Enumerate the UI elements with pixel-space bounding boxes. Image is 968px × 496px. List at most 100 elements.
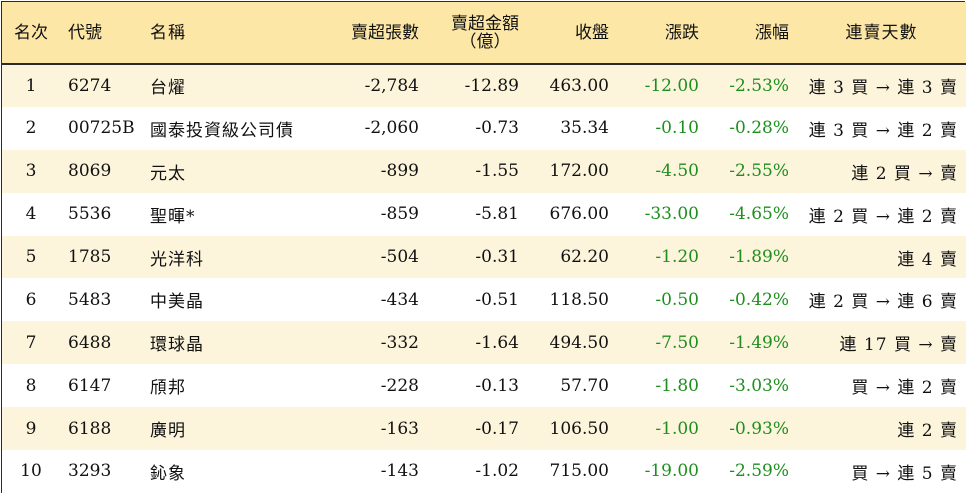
cell-code: 6147 <box>68 375 112 396</box>
cell-net-sell-lots: -228 <box>380 375 419 396</box>
cell-name: 中美晶 <box>150 292 204 313</box>
cell-change: -12.00 <box>644 75 699 96</box>
cell-close: 172.00 <box>549 161 609 182</box>
cell-pct: -1.49% <box>729 332 789 353</box>
table-header-row: 名次 代號 名稱 賣超張數 賣超金額 （億） 收盤 漲跌 漲幅 連賣天數 <box>2 2 966 65</box>
cell-code: 5536 <box>68 204 112 225</box>
header-change: 漲跌 <box>617 2 707 65</box>
header-streak: 連賣天數 <box>797 2 966 65</box>
cell-code: 6274 <box>68 75 112 96</box>
cell-rank: 4 <box>25 204 37 225</box>
cell-net-sell-amount: -5.81 <box>475 204 519 225</box>
header-net-sell-amount: 賣超金額 （億） <box>427 2 527 65</box>
cell-change: -0.10 <box>655 118 699 139</box>
cell-name: 國泰投資級公司債 <box>150 120 294 141</box>
cell-rank: 2 <box>25 118 37 139</box>
cell-net-sell-amount: -0.17 <box>475 418 519 439</box>
cell-rank: 6 <box>25 289 37 310</box>
cell-net-sell-lots: -504 <box>380 247 419 267</box>
cell-close: 118.50 <box>549 289 609 310</box>
cell-pct: -2.53% <box>729 75 789 96</box>
cell-rank: 5 <box>25 247 37 267</box>
table-row: 1 6274 台燿 -2,784 -12.89 463.00 -12.00 -2… <box>2 64 966 107</box>
cell-streak: 連 2 買 → 連 6 賣 <box>808 292 958 313</box>
header-pct: 漲幅 <box>707 2 797 65</box>
cell-streak: 連 3 買 → 連 3 賣 <box>808 78 958 99</box>
cell-net-sell-lots: -2,784 <box>364 75 419 96</box>
cell-net-sell-lots: -434 <box>380 289 419 310</box>
cell-close: 106.50 <box>549 418 609 439</box>
cell-streak: 連 17 買 → 賣 <box>839 335 958 356</box>
cell-rank: 8 <box>25 375 37 396</box>
cell-change: -19.00 <box>644 461 699 482</box>
table-row: 6 5483 中美晶 -434 -0.51 118.50 -0.50 -0.42… <box>2 278 966 322</box>
cell-change: -1.80 <box>655 375 699 396</box>
cell-pct: -1.89% <box>729 247 789 267</box>
cell-net-sell-amount: -12.89 <box>464 75 519 96</box>
cell-change: -1.20 <box>655 247 699 267</box>
cell-name: 廣明 <box>150 421 186 442</box>
cell-code: 8069 <box>68 161 112 182</box>
cell-change: -7.50 <box>655 332 699 353</box>
cell-change: -4.50 <box>655 161 699 182</box>
cell-net-sell-amount: -1.02 <box>475 461 519 482</box>
cell-pct: -2.55% <box>729 161 789 182</box>
cell-code: 6188 <box>68 418 112 439</box>
cell-net-sell-amount: -0.51 <box>475 289 519 310</box>
cell-streak: 連 3 買 → 連 2 賣 <box>808 120 958 141</box>
cell-pct: -2.59% <box>729 461 789 482</box>
cell-net-sell-lots: -163 <box>380 418 419 439</box>
header-net-sell-lots: 賣超張數 <box>317 2 427 65</box>
table-row: 3 8069 元太 -899 -1.55 172.00 -4.50 -2.55%… <box>2 149 966 193</box>
cell-net-sell-lots: -899 <box>380 161 419 182</box>
cell-pct: -0.93% <box>729 418 789 439</box>
cell-change: -0.50 <box>655 289 699 310</box>
cell-rank: 3 <box>25 161 37 182</box>
cell-net-sell-amount: -0.73 <box>475 118 519 139</box>
cell-close: 715.00 <box>549 461 609 482</box>
cell-name: 聖暉* <box>150 206 196 227</box>
cell-close: 62.20 <box>560 247 609 267</box>
header-net-sell-amount-line1: 賣超金額 <box>451 13 519 34</box>
cell-close: 676.00 <box>549 204 609 225</box>
table-row: 4 5536 聖暉* -859 -5.81 676.00 -33.00 -4.6… <box>2 192 966 236</box>
cell-change: -1.00 <box>655 418 699 439</box>
cell-pct: -3.03% <box>729 375 789 396</box>
cell-code: 3293 <box>68 461 112 482</box>
cell-name: 頎邦 <box>150 378 186 399</box>
cell-pct: -0.42% <box>729 289 789 310</box>
cell-rank: 1 <box>25 75 37 96</box>
table-row: 2 00725B 國泰投資級公司債 -2,060 -0.73 35.34 -0.… <box>2 106 966 150</box>
cell-name: 光洋科 <box>150 249 204 270</box>
table-row: 7 6488 環球晶 -332 -1.64 494.50 -7.50 -1.49… <box>2 321 966 365</box>
cell-rank: 10 <box>20 461 42 482</box>
cell-pct: -0.28% <box>729 118 789 139</box>
cell-code: 5483 <box>68 289 112 310</box>
header-name: 名稱 <box>142 2 317 65</box>
cell-net-sell-lots: -859 <box>380 204 419 225</box>
cell-code: 1785 <box>68 247 112 267</box>
cell-net-sell-amount: -1.55 <box>475 161 519 182</box>
cell-name: 環球晶 <box>150 335 204 356</box>
header-close: 收盤 <box>527 2 617 65</box>
cell-net-sell-amount: -0.13 <box>475 375 519 396</box>
header-net-sell-amount-line2: （億） <box>459 31 511 52</box>
cell-streak: 連 2 買 → 賣 <box>851 163 958 184</box>
cell-streak: 連 2 賣 <box>897 421 958 442</box>
cell-name: 元太 <box>150 163 186 184</box>
cell-net-sell-lots: -332 <box>380 332 419 353</box>
cell-streak: 連 4 賣 <box>897 249 958 270</box>
cell-streak: 連 2 買 → 連 2 賣 <box>808 206 958 227</box>
header-code: 代號 <box>60 2 142 65</box>
cell-name: 鈊象 <box>150 463 186 484</box>
cell-change: -33.00 <box>644 204 699 225</box>
cell-net-sell-amount: -0.31 <box>475 247 519 267</box>
cell-net-sell-amount: -1.64 <box>475 332 519 353</box>
cell-net-sell-lots: -143 <box>380 461 419 482</box>
cell-close: 57.70 <box>560 375 609 396</box>
table-row: 9 6188 廣明 -163 -0.17 106.50 -1.00 -0.93%… <box>2 407 966 451</box>
cell-net-sell-lots: -2,060 <box>364 118 419 139</box>
table-row: 5 1785 光洋科 -504 -0.31 62.20 -1.20 -1.89%… <box>2 235 966 279</box>
